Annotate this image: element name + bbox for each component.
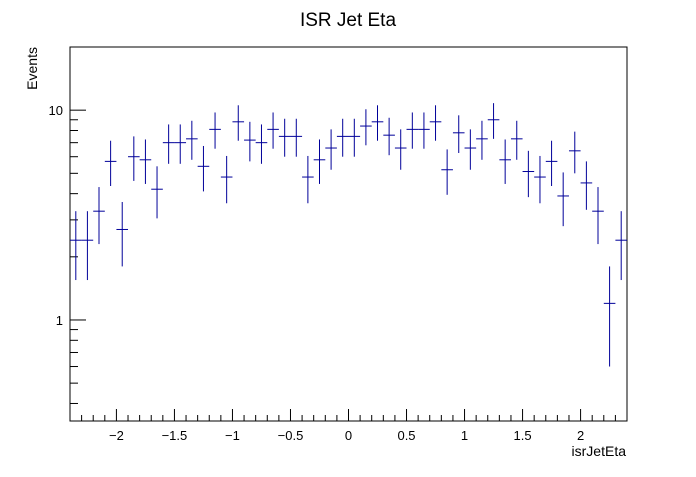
data-point xyxy=(476,120,488,160)
data-point xyxy=(499,139,511,184)
data-point xyxy=(603,266,616,367)
data-point xyxy=(255,124,268,164)
y-tick-label: 1 xyxy=(56,313,63,328)
data-point xyxy=(568,131,581,174)
y-axis-label: Events xyxy=(24,47,40,90)
data-point xyxy=(325,129,337,170)
data-point xyxy=(557,172,569,227)
data-point xyxy=(244,121,256,162)
x-tick-label: −2 xyxy=(109,428,124,443)
data-point xyxy=(81,211,94,281)
chart-title: ISR Jet Eta xyxy=(300,10,397,31)
data-point xyxy=(441,149,453,195)
data-point xyxy=(302,155,314,204)
x-tick-label: 1.5 xyxy=(514,428,532,443)
data-point xyxy=(452,115,465,153)
data-point xyxy=(615,211,627,281)
data-point xyxy=(580,161,593,210)
data-point xyxy=(522,150,535,198)
data-point xyxy=(116,201,129,267)
x-tick-label: 0.5 xyxy=(397,428,415,443)
data-point xyxy=(186,120,198,160)
data-point xyxy=(139,139,152,184)
data-point xyxy=(383,117,395,156)
data-point xyxy=(348,118,361,157)
data-point xyxy=(545,140,558,187)
data-point xyxy=(267,112,279,149)
data-point xyxy=(510,120,523,160)
data-point xyxy=(336,118,349,157)
data-point xyxy=(394,129,407,170)
y-tick-label: 10 xyxy=(49,103,63,118)
x-tick-label: 2 xyxy=(577,428,584,443)
data-point xyxy=(151,166,163,219)
x-axis-ticks: −2 −1.5 −1 −0.5 0 0.5 1 1.5 2 xyxy=(69,409,628,443)
data-point xyxy=(429,105,442,141)
data-point xyxy=(487,103,500,139)
data-point xyxy=(313,139,326,184)
data-point xyxy=(464,129,477,170)
x-tick-label: 1 xyxy=(461,428,468,443)
data-point xyxy=(278,118,291,157)
data-point xyxy=(128,136,140,181)
data-point xyxy=(290,118,303,157)
data-point xyxy=(209,112,221,149)
data-point xyxy=(371,105,384,141)
data-point xyxy=(93,187,105,245)
x-tick-label: −1.5 xyxy=(162,428,188,443)
x-tick-label: −0.5 xyxy=(278,428,304,443)
data-point xyxy=(360,109,372,146)
x-tick-label: −1 xyxy=(225,428,240,443)
data-point xyxy=(232,105,245,141)
x-axis-label: isrJetEta xyxy=(572,443,627,459)
data-point xyxy=(197,145,210,192)
y-axis-ticks: 1 10 xyxy=(49,103,86,404)
data-point xyxy=(534,155,546,204)
data-point xyxy=(406,112,419,149)
data-point xyxy=(70,211,82,281)
data-point xyxy=(592,187,604,245)
data-point xyxy=(220,155,233,204)
data-point xyxy=(104,140,117,187)
x-tick-label: 0 xyxy=(345,428,352,443)
data-points xyxy=(70,103,627,367)
data-point xyxy=(174,124,187,164)
data-point xyxy=(162,124,175,164)
data-point xyxy=(418,112,430,149)
